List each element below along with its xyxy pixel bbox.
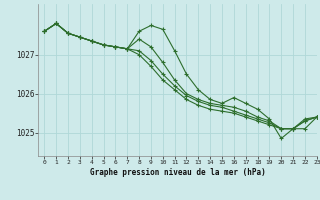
X-axis label: Graphe pression niveau de la mer (hPa): Graphe pression niveau de la mer (hPa) (90, 168, 266, 177)
